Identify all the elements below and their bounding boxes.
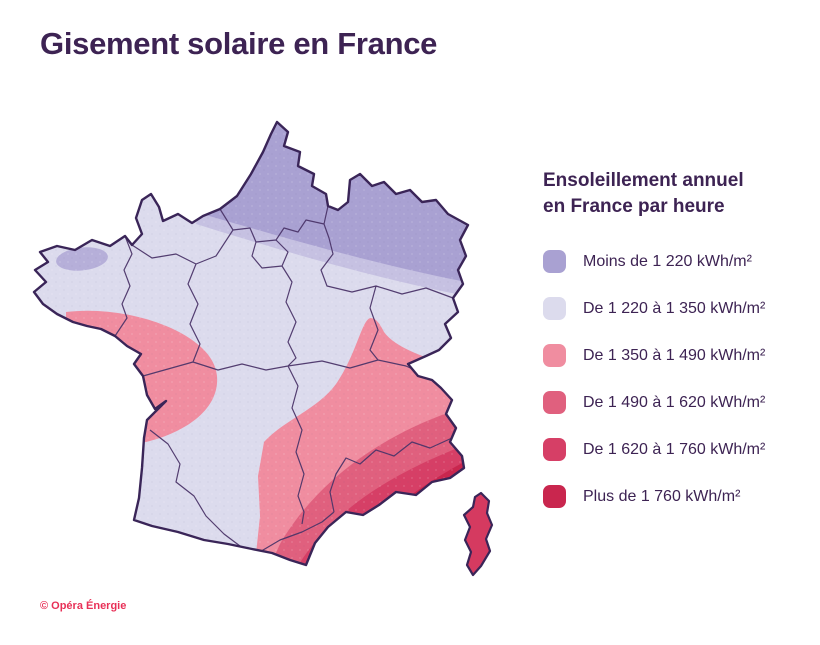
france-solar-map <box>30 112 510 592</box>
swatch-lt-1220 <box>543 250 566 273</box>
page-title: Gisement solaire en France <box>40 26 438 61</box>
legend-label: De 1 220 à 1 350 kWh/m² <box>583 299 766 317</box>
swatch-1620-1760 <box>543 438 566 461</box>
copyright-credit: © Opéra Énergie <box>40 600 127 612</box>
swatch-gt-1760 <box>543 485 566 508</box>
legend-label: Plus de 1 760 kWh/m² <box>583 487 741 505</box>
swatch-1220-1350 <box>543 297 566 320</box>
swatch-1350-1490 <box>543 344 566 367</box>
swatch-1490-1620 <box>543 391 566 414</box>
legend-label: De 1 350 à 1 490 kWh/m² <box>583 346 766 364</box>
legend-label: De 1 620 à 1 760 kWh/m² <box>583 440 766 458</box>
legend-title-line2: en France par heure <box>543 196 725 217</box>
corsica <box>462 491 494 577</box>
legend-title: Ensoleillement annuel en France par heur… <box>543 168 803 220</box>
region-borders <box>114 205 454 554</box>
legend-title-line1: Ensoleillement annuel <box>543 170 744 191</box>
legend-item-1220-1350: De 1 220 à 1 350 kWh/m² <box>543 297 803 320</box>
france-map-svg <box>32 120 494 577</box>
legend-item-gt-1760: Plus de 1 760 kWh/m² <box>543 485 803 508</box>
legend-item-1350-1490: De 1 350 à 1 490 kWh/m² <box>543 344 803 367</box>
legend-item-lt-1220: Moins de 1 220 kWh/m² <box>543 250 803 273</box>
legend-label: Moins de 1 220 kWh/m² <box>583 252 752 270</box>
map-texture <box>34 122 468 565</box>
legend-label: De 1 490 à 1 620 kWh/m² <box>583 393 766 411</box>
legend-item-1620-1760: De 1 620 à 1 760 kWh/m² <box>543 438 803 461</box>
legend: Ensoleillement annuel en France par heur… <box>543 168 803 532</box>
legend-item-1490-1620: De 1 490 à 1 620 kWh/m² <box>543 391 803 414</box>
legend-items: Moins de 1 220 kWh/m² De 1 220 à 1 350 k… <box>543 250 803 508</box>
